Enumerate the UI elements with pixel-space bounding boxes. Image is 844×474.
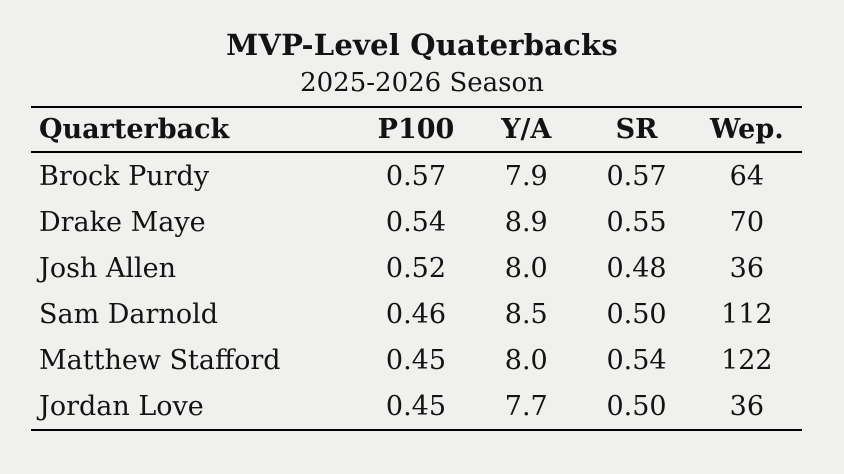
stat-value: 0.48 — [606, 252, 667, 284]
stat-value: 0.57 — [606, 160, 667, 192]
stat-value: 0.57 — [385, 160, 447, 192]
quarterback-name: Drake Maye — [39, 206, 206, 238]
stat-value: 0.50 — [606, 298, 667, 330]
stat-value: 0.45 — [385, 390, 447, 422]
stat-value: 70 — [729, 206, 765, 238]
stat-value: 8.0 — [504, 344, 548, 376]
quarterback-name: Sam Darnold — [39, 298, 218, 330]
column-header-p100: P100 — [377, 114, 455, 145]
table-row: Jordan Love 0.45 7.7 0.50 36 — [31, 383, 802, 430]
table-body: Brock Purdy 0.57 7.9 0.57 64 Drake Maye 0.54 8.… — [31, 152, 802, 430]
stat-value: 0.54 — [606, 344, 667, 376]
stat-value: 36 — [729, 252, 765, 284]
header-row: Quarterback P100 Y/A SR Wep. — [31, 107, 802, 152]
stat-value: 0.46 — [385, 298, 447, 330]
stat-value: 0.52 — [385, 252, 447, 284]
table-row: Drake Maye 0.54 8.9 0.55 70 — [31, 199, 802, 245]
table-row: Matthew Stafford 0.45 8.0 0.54 122 — [31, 337, 802, 383]
stat-value: 0.45 — [385, 344, 447, 376]
stat-value: 122 — [721, 344, 773, 376]
table-row: Brock Purdy 0.57 7.9 0.57 64 — [31, 152, 802, 199]
stat-value: 7.9 — [504, 160, 548, 192]
stat-value: 0.50 — [606, 390, 667, 422]
stat-value: 64 — [729, 160, 765, 192]
quarterback-name: Jordan Love — [39, 390, 204, 422]
table-row: Sam Darnold 0.46 8.5 0.50 112 — [31, 291, 802, 337]
stat-value: 36 — [729, 390, 765, 422]
quarterback-name: Josh Allen — [39, 252, 177, 284]
stat-value: 0.54 — [385, 206, 447, 238]
stat-value: 8.5 — [504, 298, 548, 330]
stat-value: 7.7 — [504, 390, 548, 422]
column-header-wep: Wep. — [710, 114, 784, 145]
column-header-yards-per-attempt: Y/A — [501, 114, 552, 145]
stat-value: 0.55 — [606, 206, 667, 238]
stat-value: 8.9 — [504, 206, 548, 238]
column-header-success-rate: SR — [615, 114, 658, 145]
table-row: Josh Allen 0.52 8.0 0.48 36 — [31, 245, 802, 291]
stat-value: 8.0 — [504, 252, 548, 284]
quarterback-name: Brock Purdy — [39, 160, 210, 192]
qb-stats-table: Quarterback P100 Y/A SR Wep. Brock Purdy… — [31, 106, 802, 431]
stat-value: 112 — [721, 298, 773, 330]
quarterback-name: Matthew Stafford — [39, 344, 281, 376]
figure-title: MVP-Level Quaterbacks — [226, 28, 618, 62]
figure-subtitle: 2025-2026 Season — [300, 68, 544, 98]
column-header-quarterback: Quarterback — [39, 114, 230, 145]
